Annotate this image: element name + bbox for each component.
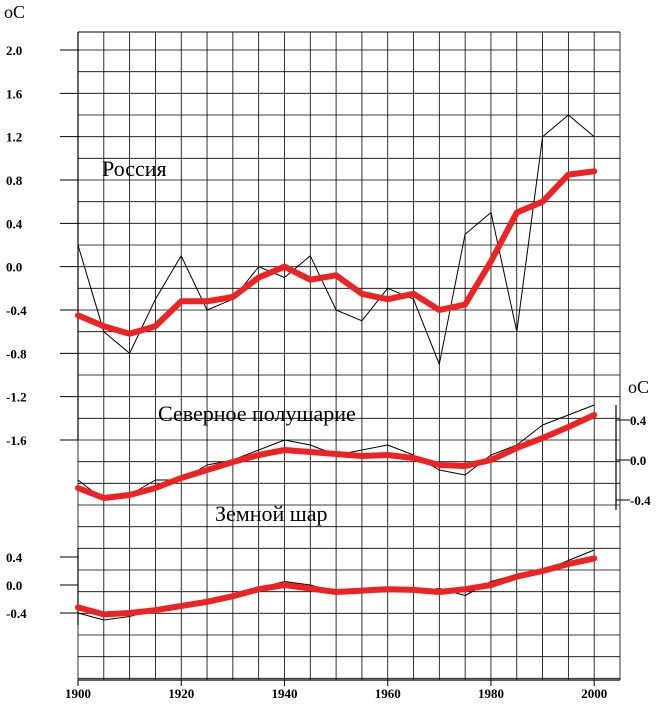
nh-tick-label: -0.4	[630, 493, 651, 508]
russia-annual-line	[77, 114, 595, 365]
russia-tick-label: 1.6	[6, 86, 23, 101]
chart-axes: 2.0 1.6 1.2 0.8 0.4 0.0 -0.4 -0.8 -1.2 -1.6 0.4 0.0…	[6, 32, 651, 701]
globe-smoothed-line	[75, 555, 598, 618]
russia-title: Россия	[102, 156, 167, 181]
chart-grid	[77, 31, 621, 680]
chart-series	[75, 114, 598, 621]
globe-title: Земной шар	[215, 501, 327, 526]
nh-smoothed-line	[75, 412, 598, 501]
russia-smoothed-line	[75, 168, 598, 337]
russia-tick-label: 1.2	[6, 130, 22, 145]
russia-unit-label: oC	[4, 2, 25, 22]
x-tick-label: 2000	[581, 686, 607, 701]
chart-labels: oC oC Россия Северное полушарие Земной ш…	[4, 2, 649, 526]
nh-title: Северное полушарие	[158, 401, 356, 426]
globe-tick-label: -0.4	[6, 606, 27, 621]
globe-tick-label: 0.0	[6, 578, 22, 593]
russia-tick-label: -0.4	[6, 303, 27, 318]
russia-tick-label: 2.0	[6, 43, 22, 58]
globe-tick-label: 0.4	[6, 550, 23, 565]
russia-tick-label: 0.4	[6, 216, 23, 231]
russia-tick-label: 0.8	[6, 173, 23, 188]
russia-tick-label: 0.0	[6, 260, 22, 275]
nh-tick-label: 0.4	[630, 413, 647, 428]
x-tick-label: 1920	[168, 686, 194, 701]
x-tick-label: 1960	[375, 686, 401, 701]
russia-tick-label: -1.6	[6, 433, 27, 448]
russia-tick-label: -0.8	[6, 346, 27, 361]
nh-unit-label: oC	[628, 377, 649, 397]
x-tick-label: 1900	[65, 686, 91, 701]
russia-tick-label: -1.2	[6, 390, 27, 405]
x-tick-label: 1980	[478, 686, 504, 701]
x-tick-label: 1940	[271, 686, 297, 701]
nh-tick-label: 0.0	[630, 453, 646, 468]
